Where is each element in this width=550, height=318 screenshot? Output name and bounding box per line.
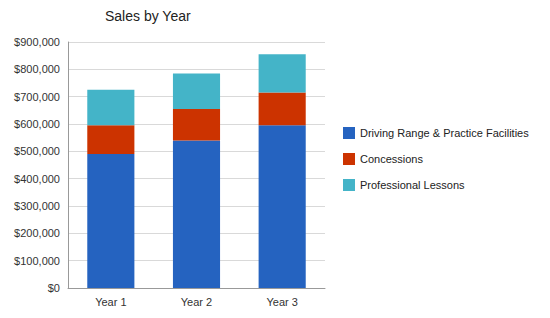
svg-text:Concessions: Concessions (360, 153, 423, 165)
svg-text:Year 3: Year 3 (266, 296, 297, 308)
svg-text:$600,000: $600,000 (14, 118, 60, 130)
svg-text:Year 1: Year 1 (95, 296, 126, 308)
svg-text:$300,000: $300,000 (14, 200, 60, 212)
svg-text:$900,000: $900,000 (14, 36, 60, 48)
svg-text:$800,000: $800,000 (14, 63, 60, 75)
svg-text:$0: $0 (48, 282, 60, 294)
svg-text:$400,000: $400,000 (14, 173, 60, 185)
svg-text:$100,000: $100,000 (14, 255, 60, 267)
svg-text:$200,000: $200,000 (14, 227, 60, 239)
svg-text:Driving Range & Practice Facil: Driving Range & Practice Facilities (360, 127, 529, 139)
svg-text:$500,000: $500,000 (14, 145, 60, 157)
svg-text:Sales by Year: Sales by Year (105, 8, 191, 24)
svg-text:Year 2: Year 2 (181, 296, 212, 308)
svg-text:$700,000: $700,000 (14, 91, 60, 103)
svg-text:Professional Lessons: Professional Lessons (360, 179, 465, 191)
